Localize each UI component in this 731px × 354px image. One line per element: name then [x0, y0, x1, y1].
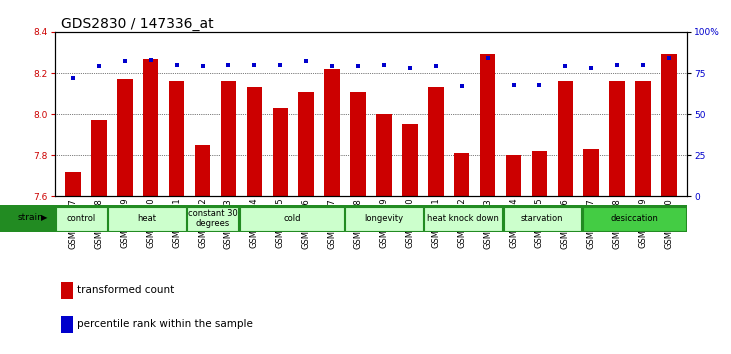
Bar — [298, 92, 314, 196]
Bar — [350, 92, 366, 196]
Bar — [325, 69, 340, 196]
Bar — [402, 125, 417, 196]
Bar — [504, 207, 581, 230]
Bar — [558, 81, 573, 196]
Bar — [273, 108, 288, 196]
Bar — [454, 153, 469, 196]
Text: cold: cold — [283, 214, 300, 223]
Point — [378, 62, 390, 68]
Bar — [221, 81, 236, 196]
Bar — [635, 81, 651, 196]
Text: control: control — [67, 214, 96, 223]
Text: transformed count: transformed count — [77, 285, 174, 295]
Point — [145, 57, 156, 63]
Text: strain: strain — [18, 213, 43, 222]
Bar — [143, 59, 159, 196]
Point — [67, 75, 79, 81]
Text: GDS2830 / 147336_at: GDS2830 / 147336_at — [61, 17, 213, 31]
Text: percentile rank within the sample: percentile rank within the sample — [77, 319, 253, 329]
Bar — [425, 207, 502, 230]
Point — [352, 64, 364, 69]
Point — [171, 62, 183, 68]
Point — [482, 55, 493, 61]
Bar — [428, 87, 444, 196]
Bar — [346, 207, 423, 230]
Point — [663, 55, 675, 61]
Bar — [480, 55, 496, 196]
Bar — [376, 114, 392, 196]
Bar — [240, 207, 344, 230]
Bar — [246, 87, 262, 196]
Bar — [61, 281, 72, 299]
Point — [404, 65, 416, 71]
Bar — [117, 79, 132, 196]
Point — [507, 82, 519, 87]
Bar — [65, 172, 80, 196]
Point — [119, 59, 131, 64]
Point — [611, 62, 623, 68]
Bar — [506, 155, 521, 196]
Point — [637, 62, 649, 68]
Point — [326, 64, 338, 69]
Point — [274, 62, 286, 68]
Bar — [91, 120, 107, 196]
Bar — [169, 81, 184, 196]
Bar — [56, 207, 107, 230]
Bar — [610, 81, 625, 196]
Point — [430, 64, 442, 69]
Text: heat knock down: heat knock down — [427, 214, 499, 223]
Point — [300, 59, 312, 64]
Bar — [583, 207, 686, 230]
Text: ▶: ▶ — [41, 213, 47, 222]
Text: longevity: longevity — [365, 214, 404, 223]
Text: desiccation: desiccation — [610, 214, 659, 223]
Text: heat: heat — [137, 214, 156, 223]
Point — [456, 83, 468, 89]
Point — [93, 64, 105, 69]
Text: constant 30
degrees: constant 30 degrees — [188, 209, 238, 228]
Bar — [662, 55, 677, 196]
Point — [586, 65, 597, 71]
Bar — [194, 145, 211, 196]
Bar — [583, 149, 599, 196]
Bar — [61, 316, 72, 333]
Bar — [187, 207, 238, 230]
Point — [559, 64, 571, 69]
Bar — [108, 207, 186, 230]
Point — [249, 62, 260, 68]
Text: starvation: starvation — [521, 214, 564, 223]
Point — [223, 62, 235, 68]
Bar — [531, 151, 548, 196]
Point — [197, 64, 208, 69]
Point — [534, 82, 545, 87]
